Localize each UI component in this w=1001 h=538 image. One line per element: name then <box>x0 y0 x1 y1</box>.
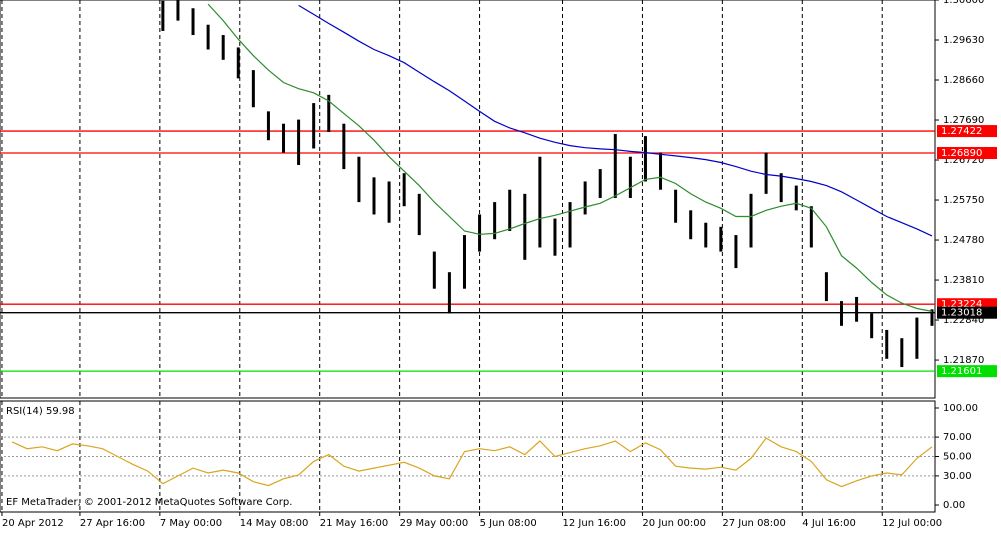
price-bar <box>236 47 240 79</box>
price-bar <box>794 185 798 211</box>
price-bar <box>628 156 632 198</box>
price-bar <box>734 235 738 269</box>
price-bar <box>266 111 270 141</box>
price-bar <box>342 123 346 170</box>
price-bar <box>508 189 512 231</box>
price-bar <box>357 156 361 203</box>
price-bar <box>900 338 904 368</box>
y-tick-label: 1.21870 <box>943 355 984 366</box>
x-tick-label: 4 Jul 16:00 <box>802 518 856 529</box>
price-bar <box>930 309 934 326</box>
price-level-tag <box>937 365 997 378</box>
price-bar <box>327 94 331 132</box>
price-bar <box>297 119 301 165</box>
price-bar <box>282 123 286 153</box>
y-tick-label: 1.29630 <box>943 35 984 46</box>
y-tick-label: 1.25750 <box>943 195 984 206</box>
price-level-label: 1.23224 <box>941 299 982 310</box>
price-bar <box>523 193 527 260</box>
price-bar <box>840 301 843 326</box>
price-bar <box>312 103 316 149</box>
x-tick-label: 27 Jun 08:00 <box>722 518 786 529</box>
price-bar <box>809 206 813 248</box>
price-panel <box>0 0 936 399</box>
price-bar <box>659 152 663 190</box>
price-bar <box>251 70 255 108</box>
price-level-tag <box>937 306 997 319</box>
price-bar <box>161 0 165 31</box>
y-tick-label: 0.00 <box>943 500 965 511</box>
x-tick-label: 14 May 08:00 <box>240 518 309 529</box>
price-bar <box>598 169 602 198</box>
price-bar <box>568 202 572 248</box>
y-tick-label: 1.23810 <box>943 275 984 286</box>
axes: 20 Apr 2012 27 Apr 16:00 7 May 00:00 14 May… <box>1 0 997 529</box>
y-tick-label: 100.00 <box>943 403 978 414</box>
price-bar <box>387 181 391 223</box>
price-bar <box>779 173 783 203</box>
copyright: EF MetaTrader, © 2001-2012 MetaQuotes So… <box>6 497 292 508</box>
price-bar <box>855 296 859 322</box>
rsi-plot <box>0 401 935 512</box>
price-bar <box>493 202 497 240</box>
x-tick-label: 5 Jun 08:00 <box>480 518 537 529</box>
price-bar <box>372 177 376 215</box>
indicator-line <box>207 3 933 312</box>
price-level-label: 1.21601 <box>941 366 982 377</box>
price-bar <box>417 193 421 236</box>
x-tick-label: 12 Jul 00:00 <box>882 518 942 529</box>
price-bar <box>870 313 874 339</box>
price-bar <box>674 189 678 223</box>
price-level-tag <box>937 125 997 138</box>
price-bar <box>191 8 195 36</box>
price-bar <box>643 136 647 182</box>
x-tick-label: 20 Apr 2012 <box>2 518 64 529</box>
price-plot <box>0 0 935 398</box>
price-bar <box>447 272 451 314</box>
price-bar <box>885 329 889 359</box>
price-bar <box>689 210 693 240</box>
y-tick-label: 70.00 <box>943 432 972 443</box>
y-tick-label: 1.30600 <box>943 0 984 6</box>
y-tick-label: 1.26720 <box>943 155 984 166</box>
price-bar <box>432 251 436 289</box>
price-bar <box>221 35 225 60</box>
price-bar <box>613 134 617 198</box>
price-bar <box>915 317 919 359</box>
price-bar <box>719 226 723 252</box>
x-tick-label: 29 May 00:00 <box>400 518 469 529</box>
indicator-line <box>11 437 933 488</box>
x-tick-label: 7 May 00:00 <box>160 518 222 529</box>
price-bar <box>764 152 768 194</box>
x-tick-label: 12 Jun 16:00 <box>563 518 627 529</box>
y-tick-label: 1.27690 <box>943 115 984 126</box>
x-tick-label: 20 Jun 00:00 <box>642 518 706 529</box>
price-bar <box>176 0 180 21</box>
price-level-label: 1.27422 <box>941 126 982 137</box>
price-bar <box>402 173 406 207</box>
y-tick-label: 1.28660 <box>943 75 984 86</box>
y-tick-label: 50.00 <box>943 452 972 463</box>
price-bar <box>749 193 753 248</box>
price-bar <box>462 235 466 289</box>
y-tick-label: 1.24780 <box>943 235 984 246</box>
price-bar <box>583 181 587 215</box>
x-tick-label: 21 May 16:00 <box>320 518 389 529</box>
price-level-label: 1.26890 <box>941 148 982 159</box>
rsi-title: RSI(14) 59.98 <box>6 406 75 417</box>
y-tick-label: 30.00 <box>943 471 972 482</box>
price-bar <box>824 272 828 302</box>
x-tick-label: 27 Apr 16:00 <box>80 518 145 529</box>
price-bar <box>704 222 708 248</box>
price-bar <box>538 156 542 248</box>
price-bar <box>206 24 210 50</box>
price-bar <box>553 218 557 256</box>
price-level-tag <box>937 147 997 160</box>
price-bar <box>478 214 482 252</box>
rsi-panel <box>0 400 936 513</box>
price-level-label: 1.23018 <box>941 308 982 319</box>
y-tick-label: 1.22840 <box>943 315 984 326</box>
indicator-line <box>298 4 933 237</box>
